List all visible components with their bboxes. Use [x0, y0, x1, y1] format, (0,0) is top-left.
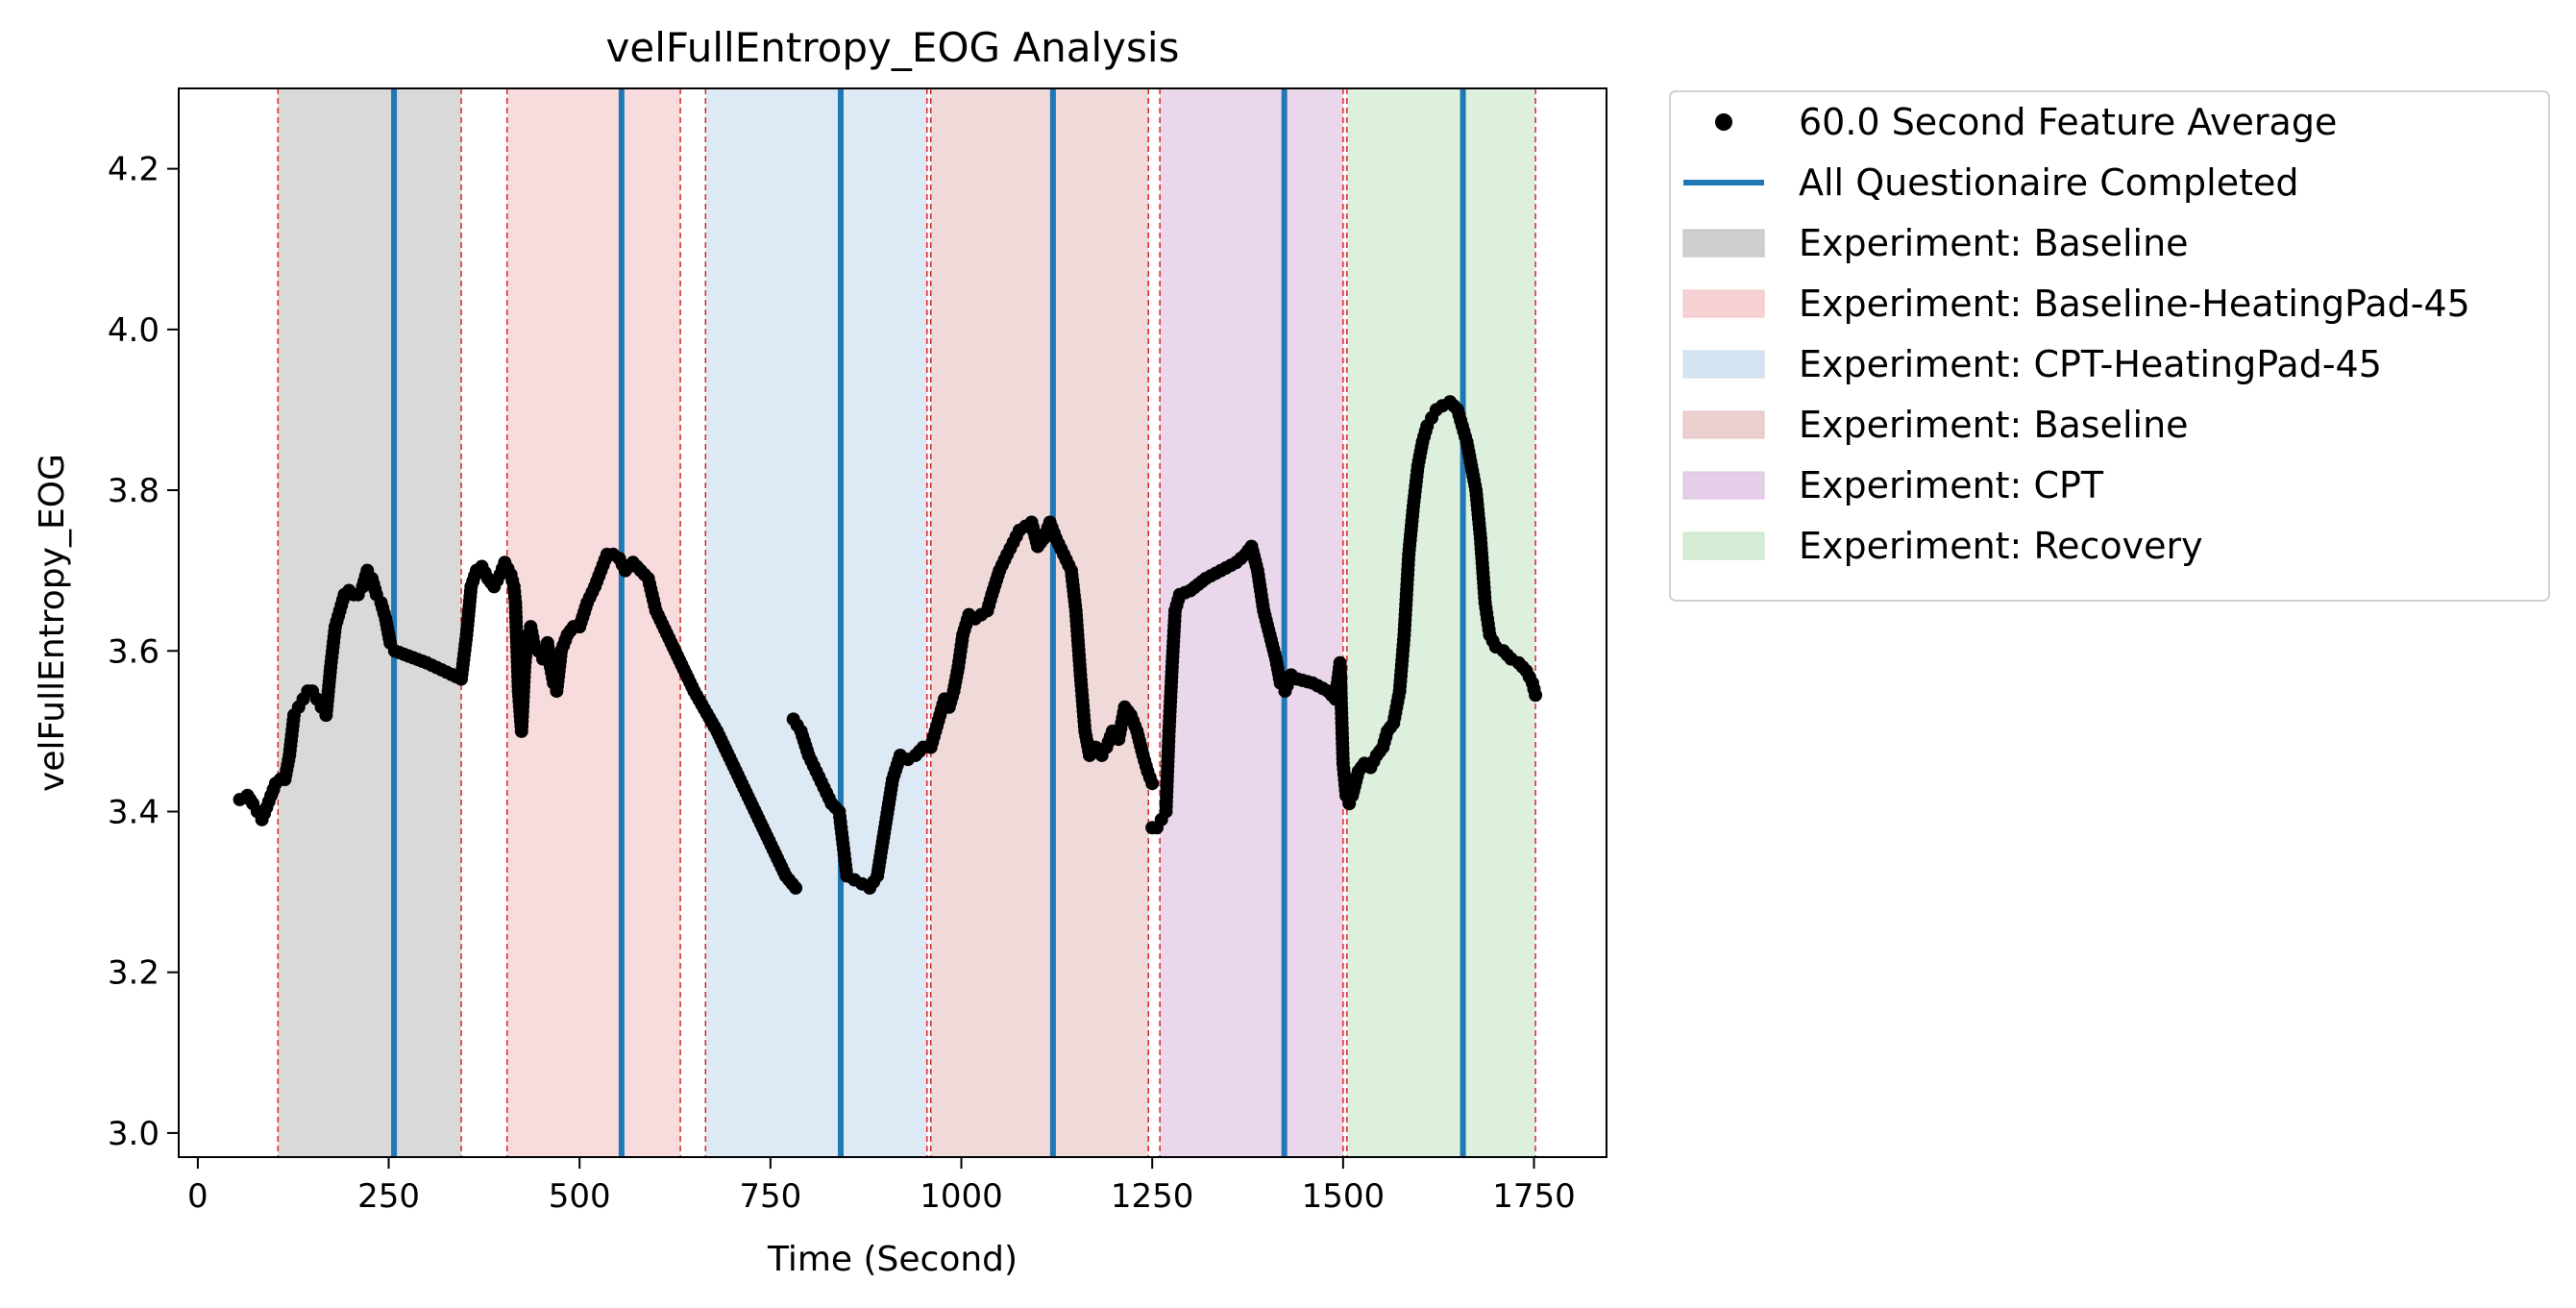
- experiment-region: [1346, 88, 1536, 1157]
- legend-patch: [1682, 289, 1765, 318]
- x-tick-label: 0: [187, 1177, 209, 1216]
- x-tick-label: 1500: [1302, 1177, 1386, 1216]
- legend-patch: [1682, 531, 1765, 560]
- experiment-region: [1160, 88, 1343, 1157]
- y-axis: 3.0 3.2 3.4 3.6 3.8 4.0 4.2: [108, 151, 179, 1153]
- legend-patch: [1682, 410, 1765, 439]
- x-axis-label: Time (Second): [767, 1240, 1018, 1279]
- experiment-region: [278, 88, 462, 1157]
- x-tick-label: 1000: [920, 1177, 1003, 1216]
- legend-label: Experiment: CPT: [1799, 464, 2104, 506]
- legend: 60.0 Second Feature Average All Questiona…: [1669, 90, 2550, 602]
- data-point: [789, 880, 803, 895]
- legend-label: All Questionaire Completed: [1799, 161, 2299, 204]
- feature-average-points: [233, 395, 1543, 895]
- x-tick-label: 1750: [1492, 1177, 1576, 1216]
- experiment-regions: [278, 88, 1536, 1157]
- legend-patch: [1682, 229, 1765, 258]
- data-point: [1529, 688, 1543, 703]
- x-axis: 0 250 500 750 1000 1250 1500 1750: [187, 1157, 1576, 1216]
- questionnaire-lines: [391, 88, 1466, 1157]
- y-tick-label: 3.8: [108, 472, 159, 510]
- experiment-region: [705, 88, 927, 1157]
- legend-box: [1669, 90, 2550, 602]
- y-tick-label: 3.2: [108, 954, 159, 993]
- legend-label: Experiment: Baseline-HeatingPad-45: [1799, 283, 2470, 325]
- x-tick-label: 1250: [1111, 1177, 1194, 1216]
- legend-label: Experiment: Recovery: [1799, 525, 2203, 567]
- legend-label: Experiment: CPT-HeatingPad-45: [1799, 343, 2382, 385]
- x-tick-label: 500: [549, 1177, 611, 1216]
- legend-marker: [1715, 113, 1732, 131]
- y-axis-label: velFullEntropy_EOG: [33, 454, 72, 792]
- y-tick-label: 3.4: [108, 793, 159, 831]
- legend-patch: [1682, 350, 1765, 379]
- plot-frame: [178, 87, 1607, 1158]
- legend-label: Experiment: Baseline: [1799, 404, 2189, 446]
- chart-title: velFullEntropy_EOG Analysis: [606, 24, 1180, 71]
- data-point: [1145, 777, 1160, 791]
- y-tick-label: 3.6: [108, 632, 159, 671]
- y-tick-label: 4.0: [108, 311, 159, 350]
- y-tick-label: 3.0: [108, 1115, 159, 1153]
- y-tick-label: 4.2: [108, 151, 159, 189]
- legend-label: 60.0 Second Feature Average: [1799, 101, 2337, 143]
- legend-label: Experiment: Baseline: [1799, 222, 2189, 264]
- experiment-boundaries: [277, 88, 1536, 1157]
- legend-patch: [1682, 471, 1765, 500]
- x-tick-label: 750: [739, 1177, 801, 1216]
- x-tick-label: 250: [357, 1177, 420, 1216]
